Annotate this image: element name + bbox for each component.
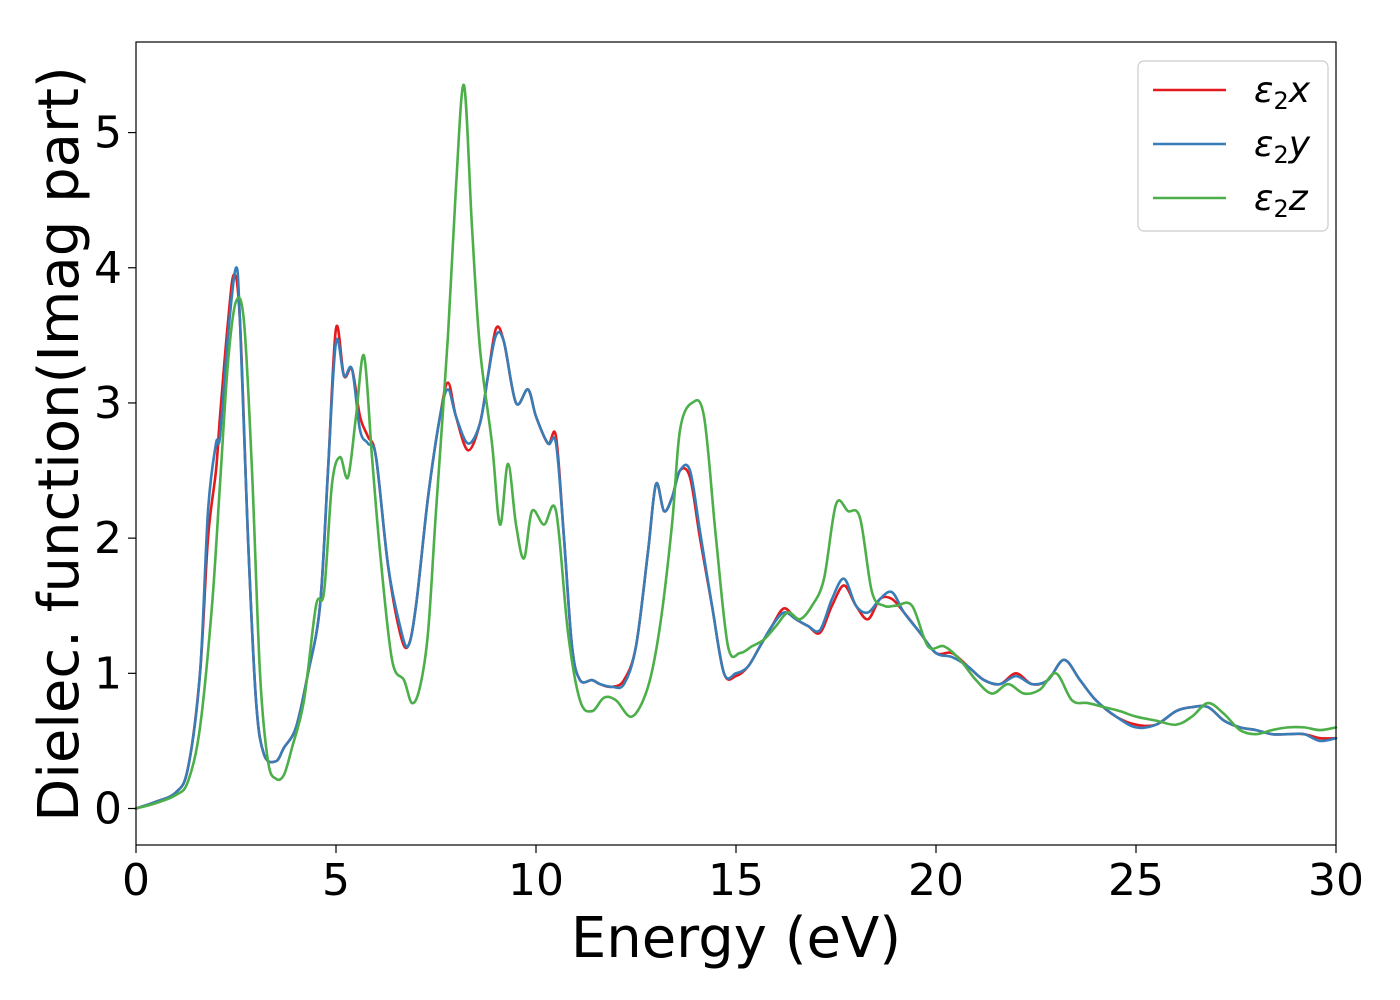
x-tick-label: 15 [708,855,764,906]
y-tick-label: 5 [94,108,122,159]
series-line-1 [134,273,1338,810]
y-tick-label: 4 [94,243,122,294]
y-tick-label: 3 [94,378,122,429]
x-tick-label: 10 [508,855,564,906]
legend: ε2x ε2y ε2z [1137,60,1329,232]
legend-label-1: ε2x [1254,70,1311,115]
x-tick-label: 30 [1308,855,1364,906]
y-tick-label: 0 [94,784,122,835]
series-layer [134,83,1338,810]
legend-box [1137,60,1329,232]
x-tick-label: 0 [122,855,150,906]
legend-label-3: ε2z [1254,178,1309,223]
series-line-3 [134,83,1338,810]
y-tick-label: 2 [94,513,122,564]
x-ticks: 0 5 10 15 20 25 30 [122,845,1364,906]
legend-label-2: ε2y [1254,124,1311,169]
x-axis-label: Energy (eV) [571,906,901,971]
x-tick-label: 25 [1108,855,1164,906]
y-axis-label: Dielec. function(Imag part) [27,66,92,822]
y-ticks: 0 1 2 3 4 5 [94,108,136,835]
series-line-2 [134,266,1338,810]
x-tick-label: 5 [322,855,350,906]
y-tick-label: 1 [94,648,122,699]
x-tick-label: 20 [908,855,964,906]
